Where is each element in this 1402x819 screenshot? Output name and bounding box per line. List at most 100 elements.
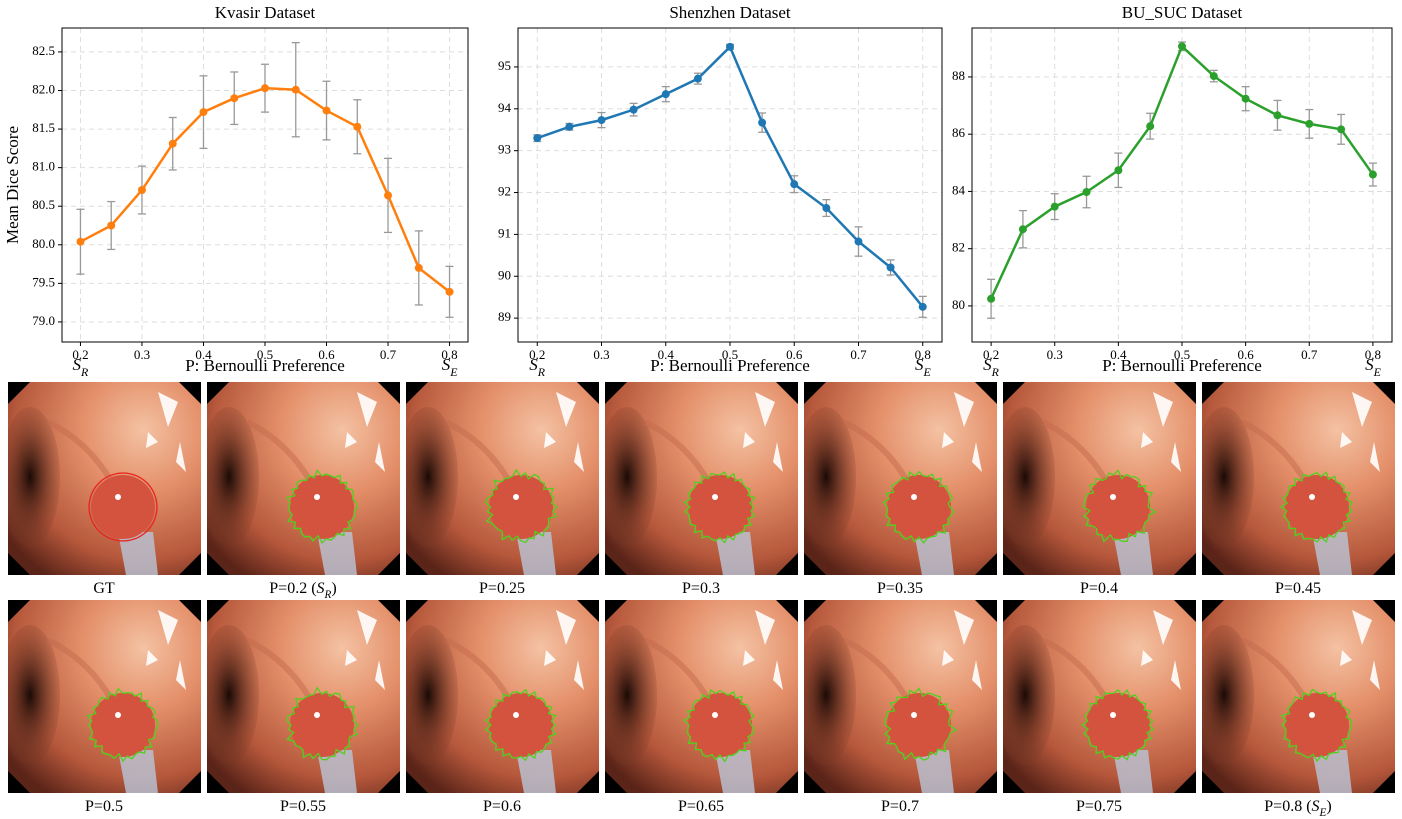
image-caption: P=0.55 (280, 798, 326, 815)
image-caption: P=0.45 (1275, 580, 1321, 597)
data-point (1337, 125, 1345, 133)
chart-panel: Kvasir Dataset79.079.580.080.581.081.582… (3, 3, 468, 379)
data-point (694, 75, 702, 83)
image-background (1194, 600, 1395, 793)
endoscopy-image (796, 600, 997, 793)
data-point (292, 86, 300, 94)
data-point (323, 107, 331, 115)
data-point (169, 140, 177, 148)
data-point (887, 263, 895, 271)
data-point (1083, 188, 1091, 196)
y-tick-label: 95 (498, 58, 511, 73)
endoscopy-image (1194, 382, 1395, 575)
data-point (76, 238, 84, 246)
endoscopy-image (995, 600, 1196, 793)
x-axis-label: P: Bernoulli Preference (185, 356, 345, 375)
data-point (662, 90, 670, 98)
text-segment: S (317, 580, 325, 597)
text-segment: P=0.4 (1080, 580, 1118, 597)
text-segment: P=0.25 (479, 580, 525, 597)
text-segment: R (80, 365, 89, 379)
y-tick-label: 79.5 (32, 274, 55, 289)
data-point (1051, 203, 1059, 211)
chart-title: Shenzhen Dataset (669, 3, 791, 22)
y-tick-label: 82 (952, 240, 965, 255)
image-caption: P=0.65 (678, 798, 724, 815)
text-segment: S (1312, 798, 1320, 815)
y-tick-label: 80 (952, 297, 965, 312)
endoscopy-image (0, 382, 201, 575)
chart-title: Kvasir Dataset (215, 3, 316, 22)
y-tick-label: 90 (498, 267, 511, 282)
image-background (597, 382, 798, 575)
data-point (1273, 111, 1281, 119)
data-point (854, 238, 862, 246)
endoscopy-image (597, 382, 798, 575)
data-point (1114, 166, 1122, 174)
y-tick-label: 88 (952, 68, 965, 83)
image-caption: P=0.2 (SR) (269, 580, 336, 601)
text-segment: E (1319, 807, 1327, 819)
x-tick-label: 0.3 (134, 347, 150, 362)
data-point (565, 123, 573, 131)
data-point (261, 84, 269, 92)
image-grid: GT P=0.2 (SR) P=0.25 P=0.3 P=0.35 P=0.4 P=0.45… (0, 382, 1395, 819)
charts: Kvasir Dataset79.079.580.080.581.081.582… (3, 3, 1392, 379)
text-segment: ) (1326, 798, 1331, 815)
image-caption: P=0.25 (479, 580, 525, 597)
text-segment: P=0.8 ( (1264, 798, 1311, 815)
image-caption: GT (93, 580, 115, 597)
image-background (199, 600, 400, 793)
y-tick-label: 93 (498, 142, 511, 157)
chart-title: BU_SUC Dataset (1122, 3, 1243, 22)
data-point (230, 94, 238, 102)
data-point (1146, 122, 1154, 130)
x-tick-label: 0.3 (593, 347, 609, 362)
x-tick-label: 0.3 (1047, 347, 1063, 362)
endoscopy-image (199, 382, 400, 575)
y-tick-label: 89 (498, 309, 511, 324)
text-segment: ) (331, 580, 336, 597)
data-point (199, 108, 207, 116)
text-segment: P=0.6 (483, 798, 521, 815)
y-tick-label: 84 (952, 182, 966, 197)
x-tick-label: 0.7 (1301, 347, 1318, 362)
text-segment: GT (93, 580, 115, 597)
image-background (0, 600, 201, 793)
endoscopy-image (796, 382, 997, 575)
image-caption: P=0.35 (877, 580, 923, 597)
image-caption: P=0.4 (1080, 580, 1118, 597)
endoscopy-image (597, 600, 798, 793)
data-point (987, 295, 995, 303)
text-segment: R (537, 365, 546, 379)
image-caption: P=0.3 (682, 580, 720, 597)
y-tick-label: 80.0 (32, 236, 55, 251)
data-point (107, 222, 115, 230)
text-segment: E (1373, 365, 1382, 379)
image-caption: P=0.5 (85, 798, 123, 815)
text-segment: P=0.5 (85, 798, 123, 815)
image-background (398, 382, 599, 575)
image-background (796, 382, 997, 575)
text-segment: R (991, 365, 1000, 379)
x-tick-label: 0.7 (380, 347, 397, 362)
y-tick-label: 81.0 (32, 159, 55, 174)
y-tick-label: 91 (498, 225, 511, 240)
image-background (398, 600, 599, 793)
text-segment: P=0.45 (1275, 580, 1321, 597)
data-point (1210, 72, 1218, 80)
x-tick-label: 0.7 (850, 347, 867, 362)
data-point (822, 204, 830, 212)
data-point (919, 303, 927, 311)
endoscopy-image (398, 600, 599, 793)
text-segment: R (324, 589, 332, 601)
data-point (384, 191, 392, 199)
x-axis-label: P: Bernoulli Preference (1102, 356, 1262, 375)
text-segment: P=0.3 (682, 580, 720, 597)
image-background (597, 600, 798, 793)
data-point (726, 43, 734, 51)
data-point (138, 186, 146, 194)
y-tick-label: 79.0 (32, 313, 55, 328)
endoscopy-image (398, 382, 599, 575)
